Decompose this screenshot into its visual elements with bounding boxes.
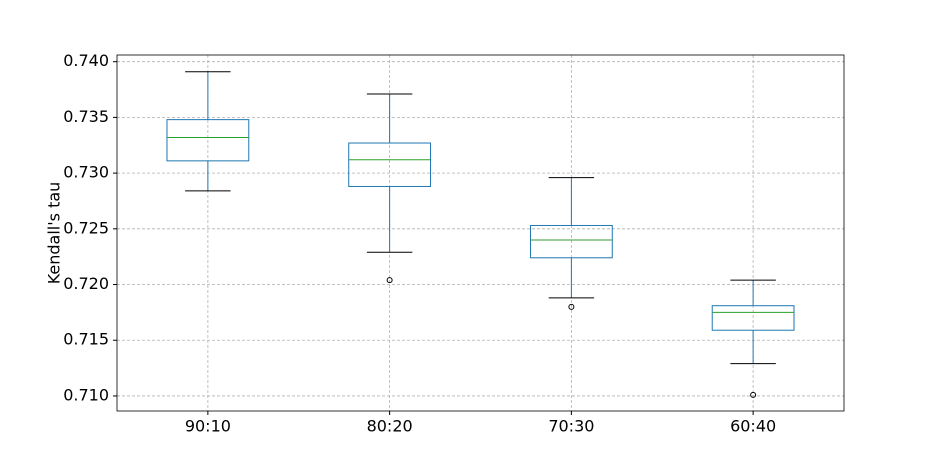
y-tick-label: 0.725 <box>63 218 109 237</box>
box <box>711 305 795 331</box>
x-tick-label: 60:40 <box>730 417 776 436</box>
y-tick-label: 0.735 <box>63 107 109 126</box>
y-axis-label: Kendall's tau <box>45 182 64 285</box>
y-tick-label: 0.740 <box>63 51 109 70</box>
y-tick-label: 0.730 <box>63 163 109 182</box>
y-tick-label: 0.710 <box>63 385 109 404</box>
box <box>348 142 432 187</box>
outlier <box>568 303 575 310</box>
y-tick-label: 0.720 <box>63 274 109 293</box>
y-tick-label: 0.715 <box>63 330 109 349</box>
x-tick-label: 70:30 <box>548 417 594 436</box>
plot-frame <box>116 54 845 412</box>
outlier <box>750 391 757 398</box>
box <box>166 119 250 162</box>
x-tick-label: 80:20 <box>367 417 413 436</box>
outlier <box>386 277 393 284</box>
x-tick-label: 90:10 <box>185 417 231 436</box>
box <box>529 224 613 259</box>
